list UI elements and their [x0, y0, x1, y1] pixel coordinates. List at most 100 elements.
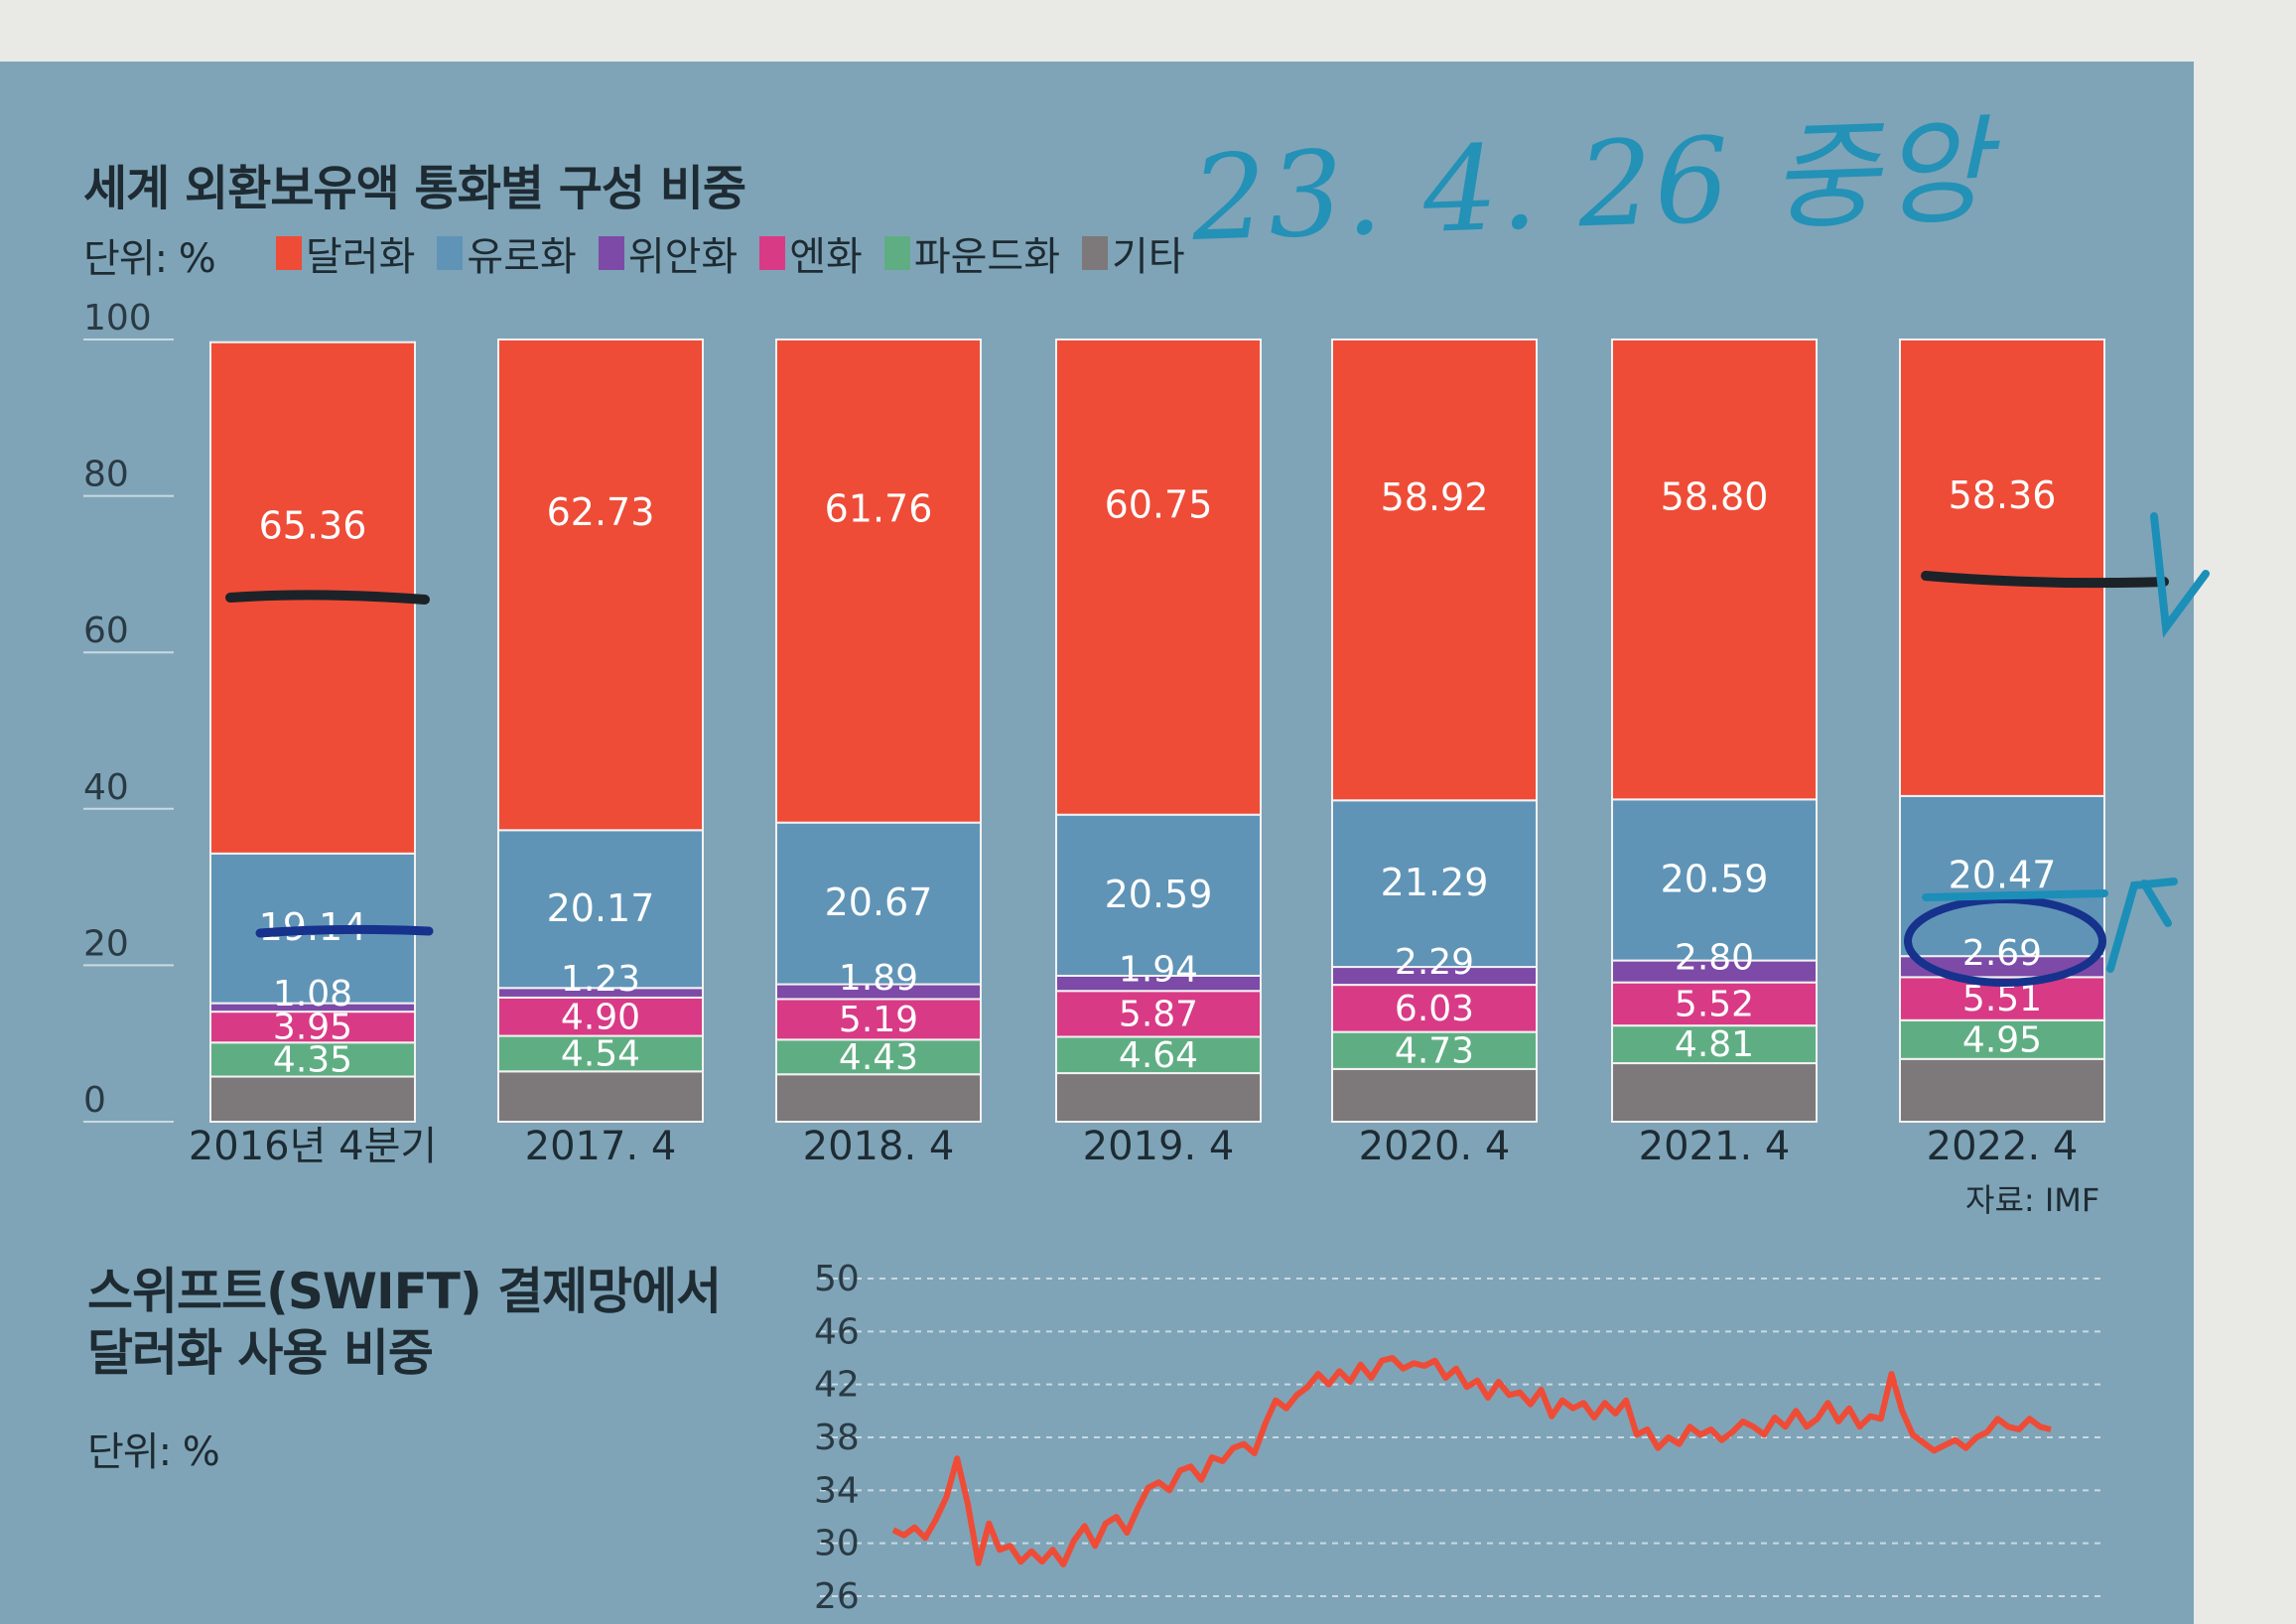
bar-value-label: 2.69	[1962, 933, 2042, 974]
line-y-tick-label: 50	[814, 1259, 860, 1299]
legend-label: 달러화	[306, 234, 416, 280]
bar-value-label: 1.94	[1119, 950, 1198, 991]
bar-segment-유로화	[1055, 813, 1262, 977]
bar-value-label: 4.81	[1675, 1024, 1754, 1065]
bar-segment-달러화	[775, 338, 982, 824]
bar-segment-기타	[1611, 1062, 1818, 1124]
swift-dollar-share-line	[891, 1355, 2052, 1567]
bar-segment-유로화	[775, 821, 982, 986]
bar-value-label: 5.52	[1675, 984, 1754, 1024]
bar-segment-엔화	[1331, 984, 1538, 1033]
bar-value-label: 4.54	[561, 1033, 640, 1074]
bar-value-label: 62.73	[547, 490, 655, 534]
legend-label: 기타	[1112, 234, 1185, 280]
y-tick-label: 80	[83, 455, 129, 495]
bar-segment-기타	[209, 1075, 416, 1123]
x-tick-label: 2022. 4	[1927, 1124, 2079, 1169]
bar-segment-달러화	[1331, 338, 1538, 802]
bar-value-label: 1.23	[561, 959, 640, 1000]
bar-segment-파운드화	[1899, 1018, 2105, 1060]
bar-segment-엔화	[775, 998, 982, 1041]
bar-value-label: 6.03	[1395, 989, 1474, 1029]
bar-segment-엔화	[497, 996, 704, 1037]
legend-item: 엔화	[759, 224, 863, 282]
bar-segment-달러화	[1611, 338, 1818, 801]
bar-segment-파운드화	[1611, 1024, 1818, 1065]
bar-value-label: 20.47	[1949, 854, 2057, 897]
bar-value-label: 58.80	[1661, 475, 1769, 519]
bar-segment-달러화	[1055, 338, 1262, 816]
bar-segment-기타	[1899, 1057, 2105, 1123]
legend-swatch	[883, 236, 910, 270]
bar-value-label: 4.90	[561, 997, 640, 1037]
line-y-tick-label: 30	[814, 1524, 860, 1564]
bar-segment-달러화	[1899, 338, 2105, 797]
x-tick-label: 2021. 4	[1639, 1124, 1791, 1169]
y-tick-label: 100	[83, 298, 152, 338]
bar-segment-파운드화	[497, 1034, 704, 1073]
line-chart-unit: 단위: %	[87, 1429, 220, 1475]
bar-value-label: 58.92	[1381, 475, 1489, 519]
legend-item: 파운드화	[883, 224, 1061, 282]
bar-value-label: 65.36	[259, 503, 367, 547]
line-chart-title-line-2: 달러화 사용 비중	[87, 1324, 434, 1382]
x-tick-label: 2020. 4	[1359, 1124, 1511, 1169]
bar-value-label: 2.29	[1395, 942, 1474, 983]
legend-swatch	[276, 236, 302, 270]
bar-segment-유로화	[1331, 799, 1538, 969]
bar-value-label: 4.73	[1395, 1030, 1474, 1071]
bar-segment-기타	[497, 1070, 704, 1123]
bar-chart-unit: 단위: %	[83, 236, 216, 282]
bar-value-label: 4.43	[839, 1037, 918, 1078]
bar-segment-파운드화	[209, 1041, 416, 1078]
line-y-tick-label: 42	[814, 1365, 860, 1406]
bar-segment-기타	[1055, 1072, 1262, 1123]
bar-segment-파운드화	[1055, 1035, 1262, 1075]
bar-segment-유로화	[1611, 798, 1818, 962]
bar-value-label: 5.19	[839, 1000, 918, 1040]
bar-value-label: 20.67	[825, 880, 933, 924]
handwritten-underline-mark	[1921, 571, 2169, 589]
handwritten-underline-mark	[225, 590, 430, 605]
line-y-tick-label: 46	[814, 1311, 860, 1352]
bar-value-label: 20.17	[547, 886, 655, 930]
bar-chart-legend: 달러화 유로화 위안화 엔화 파운드화 기타	[276, 224, 1185, 282]
bar-value-label: 20.59	[1661, 857, 1769, 900]
bar-segment-엔화	[209, 1011, 416, 1044]
legend-item: 기타	[1082, 224, 1185, 282]
y-tick-label: 40	[83, 767, 129, 808]
bar-value-label: 60.75	[1105, 482, 1213, 526]
x-tick-label: 2018. 4	[803, 1124, 955, 1169]
bar-value-label: 61.76	[825, 486, 933, 530]
legend-swatch	[437, 236, 464, 270]
bar-value-label: 1.08	[273, 974, 352, 1015]
bar-value-label: 1.89	[839, 958, 918, 999]
legend-item: 유로화	[437, 224, 577, 282]
bar-chart-title: 세계 외환보유액 통화별 구성 비중	[83, 161, 746, 216]
handwritten-arrow-down	[2150, 512, 2210, 638]
legend-label: 엔화	[789, 234, 863, 280]
legend-swatch	[598, 236, 624, 270]
bar-value-label: 2.80	[1675, 938, 1754, 979]
line-chart-title-line-1: 스위프트(SWIFT) 결제망에서	[87, 1263, 722, 1320]
y-tick-label: 60	[83, 610, 129, 651]
legend-item: 달러화	[276, 224, 415, 282]
bar-segment-달러화	[497, 338, 704, 832]
line-y-tick-label: 38	[814, 1418, 860, 1458]
bar-value-label: 5.87	[1119, 994, 1198, 1034]
x-tick-label: 2016년 4분기	[189, 1124, 437, 1169]
y-tick-label: 0	[83, 1080, 106, 1121]
y-tick-label: 20	[83, 923, 129, 964]
handwritten-underline-mark	[255, 924, 434, 938]
x-tick-label: 2019. 4	[1083, 1124, 1235, 1169]
legend-swatch	[1082, 236, 1109, 270]
line-chart-title: 스위프트(SWIFT) 결제망에서 달러화 사용 비중	[87, 1261, 722, 1384]
line-y-tick-label: 34	[814, 1470, 860, 1511]
bar-value-label: 21.29	[1381, 861, 1489, 904]
legend-swatch	[759, 236, 786, 270]
bar-value-label: 20.59	[1105, 873, 1213, 916]
bar-value-label: 4.95	[1962, 1019, 2042, 1060]
legend-label: 파운드화	[913, 234, 1061, 280]
x-tick-label: 2017. 4	[525, 1124, 677, 1169]
